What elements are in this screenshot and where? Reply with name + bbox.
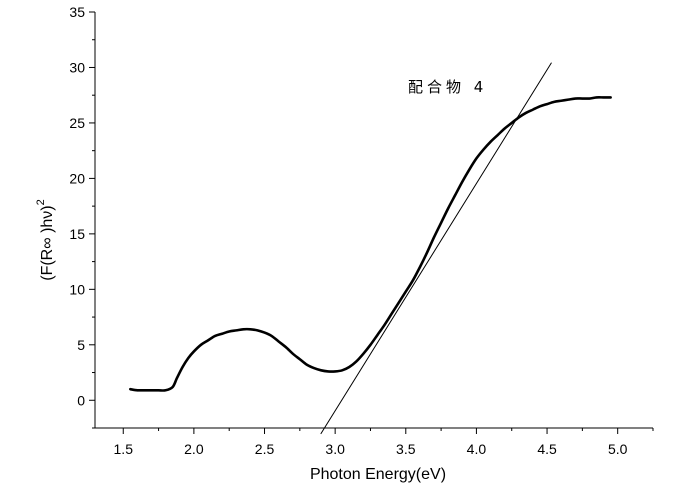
axes [94, 12, 653, 429]
y-tick-label: 35 [69, 4, 85, 20]
x-tick-label: 3.5 [396, 441, 416, 457]
x-tick-label: 1.5 [114, 441, 134, 457]
ticks: 0 5 10 15 20 25 30 35 1.5 2.0 2.5 3.0 3.5 4.0 4.5 5.0 [69, 4, 654, 457]
x-axis-title: Photon Energy(eV) [310, 466, 446, 483]
y-tick-label: 25 [69, 115, 85, 131]
y-axis-title: (F(R∞ )hν)2 [35, 199, 56, 281]
y-tick-label: 30 [69, 59, 85, 75]
series-curve [129, 96, 612, 392]
y-tick-label: 20 [69, 170, 85, 186]
x-tick-label: 2.5 [255, 441, 275, 457]
y-axis-title-superscript: 2 [35, 199, 47, 205]
x-tick-label: 4.5 [537, 441, 557, 457]
annotation-label: 配合物 4 [408, 78, 487, 96]
x-tick-label: 5.0 [608, 441, 628, 457]
y-tick-label: 10 [69, 281, 85, 297]
x-tick-label: 2.0 [184, 441, 204, 457]
x-tick-label: 3.0 [325, 441, 345, 457]
y-tick-label: 5 [77, 337, 85, 353]
x-tick-label: 4.0 [467, 441, 487, 457]
y-tick-label: 0 [77, 392, 85, 408]
series [129, 62, 612, 435]
tangent-line [320, 62, 552, 435]
y-tick-label: 15 [69, 226, 85, 242]
y-axis-title-main: (F(R∞ )hν) [39, 205, 56, 280]
